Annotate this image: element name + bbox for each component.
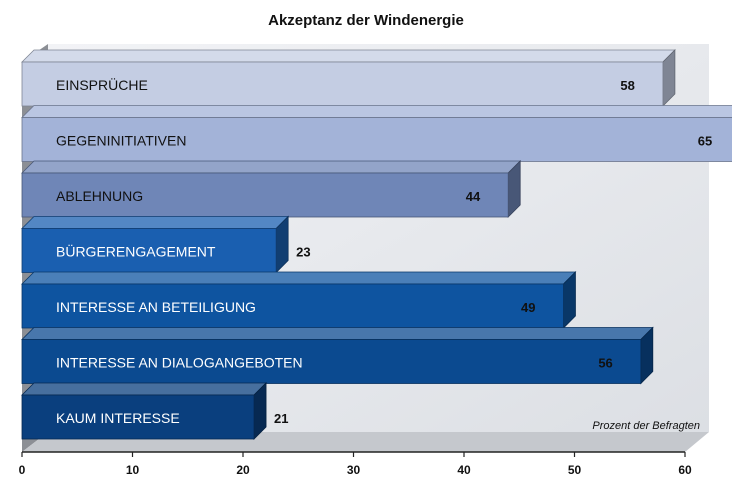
bar — [21, 283, 564, 329]
axis-annotation: Prozent der Befragten — [592, 420, 700, 432]
tick-label: 0 — [19, 463, 26, 477]
bar-group: EINSPRÜCHE 58 — [21, 49, 676, 107]
bar-group: ABLEHNUNG 44 — [21, 160, 522, 218]
bar-top — [21, 271, 577, 285]
bar-group: BÜRGERENGAGEMENT 23 — [21, 215, 311, 274]
category-label: KAUM INTERESSE — [56, 410, 180, 426]
tick-label: 50 — [568, 463, 582, 477]
data-label: 58 — [620, 78, 634, 93]
bar — [21, 339, 642, 384]
category-label: ABLEHNUNG — [56, 188, 143, 204]
tick-label: 20 — [236, 463, 250, 477]
bar-group: KAUM INTERESSE 21 — [21, 382, 289, 440]
bars: EINSPRÜCHE 58 GEGENINITIATIVEN 65 ABLEHNUNG 4… — [21, 49, 732, 440]
category-label: GEGENINITIATIVEN — [56, 133, 186, 149]
tick-label: 60 — [678, 463, 692, 477]
bar — [21, 117, 732, 162]
bar — [21, 394, 255, 440]
tick-label: 40 — [457, 463, 471, 477]
bar-group: INTERESSE AN DIALOGANGEBOTEN 56 — [21, 326, 654, 385]
tick-label: 10 — [126, 463, 140, 477]
category-label: EINSPRÜCHE — [56, 76, 148, 93]
bar-top — [21, 105, 732, 118]
data-label: 65 — [698, 134, 712, 149]
tick-label: 30 — [347, 463, 361, 477]
bar-group: GEGENINITIATIVEN 65 — [21, 105, 732, 162]
chart-title: Akzeptanz der Windenergie — [268, 12, 464, 29]
data-label: 21 — [274, 411, 288, 426]
bar-top — [21, 216, 290, 229]
bar-top — [21, 160, 522, 174]
bar-group: INTERESSE AN BETEILIGUNG 49 — [21, 271, 577, 329]
category-label: BÜRGERENGAGEMENT — [56, 243, 216, 260]
category-label: INTERESSE AN BETEILIGUNG — [56, 299, 256, 315]
data-label: 44 — [466, 189, 481, 204]
bar — [21, 228, 277, 273]
bar-top — [21, 382, 268, 396]
data-label: 49 — [521, 300, 535, 315]
bar-top — [21, 327, 654, 340]
bar — [21, 172, 509, 218]
data-label: 23 — [296, 245, 310, 260]
category-label: INTERESSE AN DIALOGANGEBOTEN — [56, 355, 303, 371]
bar-top — [21, 49, 676, 63]
x-axis: 0 10 20 30 40 50 60 — [19, 451, 692, 477]
data-label: 56 — [598, 356, 612, 371]
bar — [21, 61, 664, 107]
